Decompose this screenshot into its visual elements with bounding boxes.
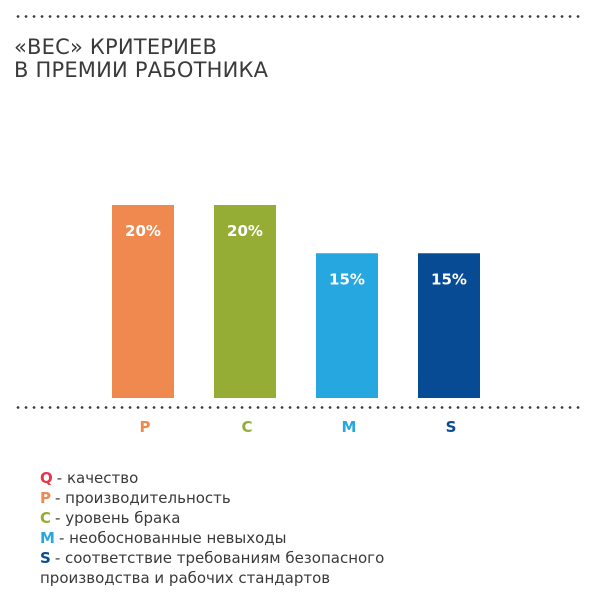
top-dotted-divider [14, 15, 580, 18]
legend-text-p: - производительность [55, 489, 231, 507]
legend-item-p: P- производительность [40, 488, 384, 508]
legend: Q- качество P- производительность C- уро… [40, 468, 384, 588]
legend-item-m: M- необоснованные невыходы [40, 528, 384, 548]
bar-chart: 20% P 20% C 15% M 15% S [112, 205, 480, 436]
legend-text-m: - необоснованные невыходы [58, 529, 287, 547]
legend-key-m: M [40, 529, 55, 547]
bar-value-label-p: 20% [125, 222, 161, 240]
legend-text-s-continued: производства и рабочих стандартов [40, 569, 331, 587]
category-label-c: C [241, 418, 252, 436]
category-label-s: S [446, 418, 457, 436]
legend-key-s: S [40, 549, 51, 567]
category-label-m: M [342, 418, 357, 436]
legend-item-q: Q- качество [40, 468, 384, 488]
legend-key-c: C [40, 509, 52, 527]
bar-p [112, 205, 174, 398]
bar-value-label-c: 20% [227, 222, 263, 240]
legend-item-c: C- уровень брака [40, 508, 384, 528]
legend-key-p: P [40, 489, 51, 507]
legend-text-c: - уровень брака [55, 509, 181, 527]
bar-value-label-s: 15% [431, 270, 467, 288]
category-label-p: P [140, 418, 151, 436]
bar-value-label-m: 15% [329, 270, 365, 288]
chart-title: «ВЕС» КРИТЕРИЕВ В ПРЕМИИ РАБОТНИКА [14, 36, 268, 82]
bar-c [214, 205, 276, 398]
chart-baseline [14, 406, 580, 409]
chart-title-line-1: «ВЕС» КРИТЕРИЕВ [14, 35, 218, 59]
chart-title-line-2: В ПРЕМИИ РАБОТНИКА [14, 58, 269, 82]
legend-text-s: - соответствие требованиям безопасного [54, 549, 385, 567]
bar-m [316, 253, 378, 398]
bar-s [418, 253, 480, 398]
legend-text-q: - качество [56, 469, 139, 487]
legend-key-q: Q [40, 469, 53, 487]
legend-item-s-continued: производства и рабочих стандартов [40, 568, 384, 588]
legend-item-s: S- соответствие требованиям безопасного [40, 548, 384, 568]
